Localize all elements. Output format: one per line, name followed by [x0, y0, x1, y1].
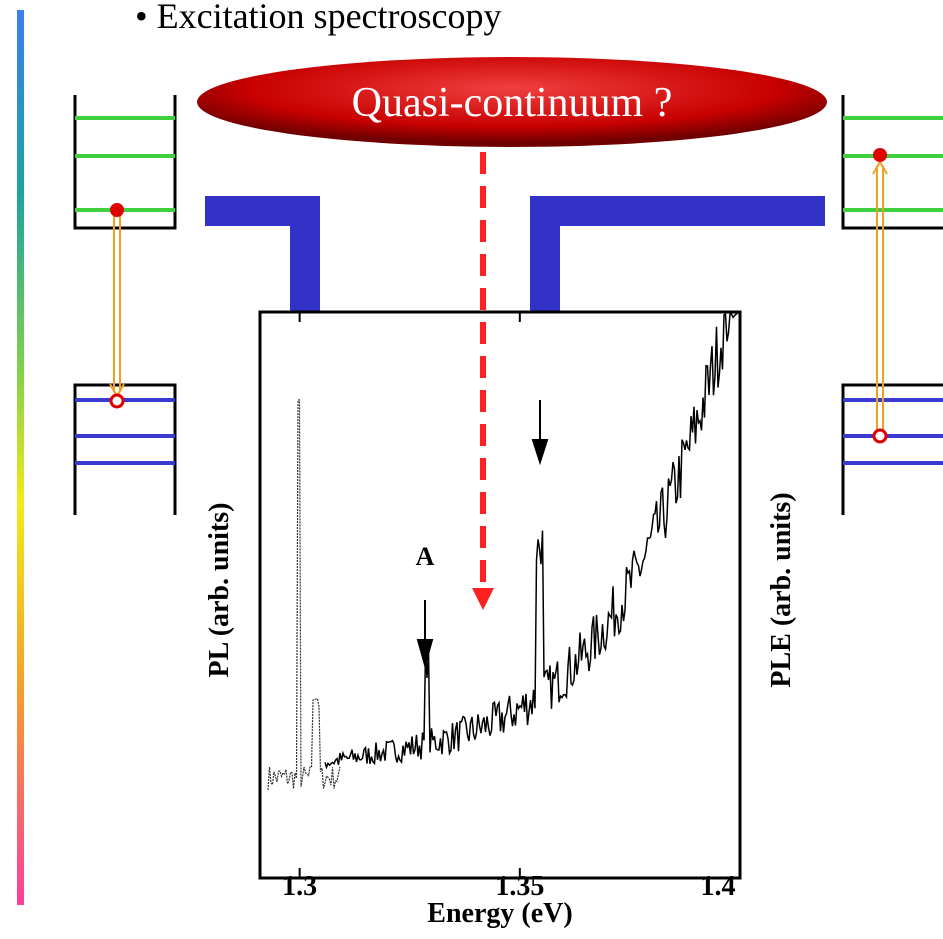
x-tick-label: 1.4: [701, 871, 736, 902]
y-axis-label-left: PL (arb. units): [204, 502, 235, 677]
color-bar: [17, 10, 24, 905]
callout-ellipse: [197, 57, 827, 147]
x-tick-label: 1.3: [282, 871, 317, 902]
dashed-arrow-head: [472, 588, 494, 610]
peak-arrow: [531, 400, 549, 466]
annotation-arrow: [416, 600, 434, 669]
level-diagram-left: [73, 95, 177, 515]
x-tick-label: 1.35: [495, 871, 544, 902]
level-diagram-right: [841, 95, 943, 515]
plot: A Energy (eV) PL (arb. units) PLE (arb. …: [204, 310, 797, 929]
annotation: A: [416, 542, 435, 571]
pl-trace: [267, 399, 341, 791]
ple-trace: [324, 312, 738, 770]
x-axis-label: Energy (eV): [427, 898, 572, 929]
bullet-text: • Excitation spectroscopy: [135, 0, 502, 36]
y-axis-label-right: PLE (arb. units): [766, 492, 797, 687]
callout-text: Quasi-continuum ?: [352, 80, 673, 126]
plot-frame: [258, 310, 742, 880]
